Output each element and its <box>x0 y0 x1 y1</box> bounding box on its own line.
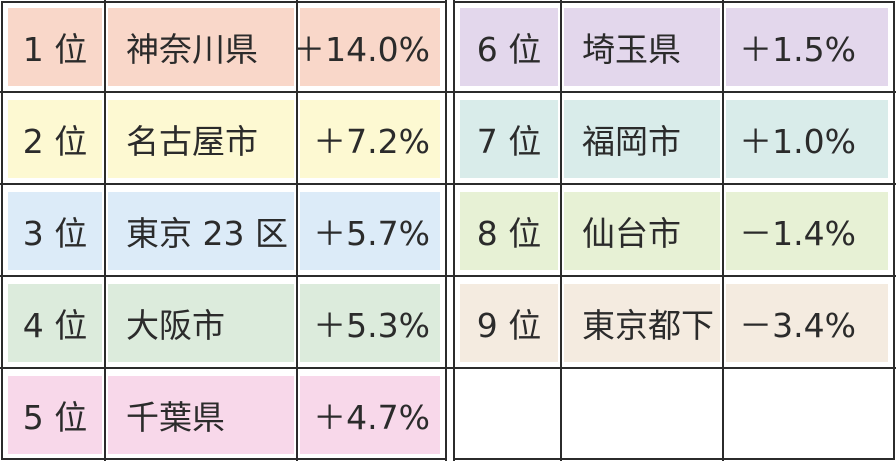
row-separator <box>0 183 896 185</box>
city-name-cell: 仙台市 <box>564 192 720 270</box>
change-cell: ＋7.2% <box>300 100 440 178</box>
change-cell: ＋1.0% <box>726 100 888 178</box>
column-separator <box>296 0 298 461</box>
rank-cell: 4 位 <box>8 284 102 362</box>
rank-cell: 9 位 <box>460 284 558 362</box>
rank-cell: 5 位 <box>8 376 102 454</box>
rank-cell: 2 位 <box>8 100 102 178</box>
city-name-cell: 東京都下 <box>564 284 720 362</box>
city-name-cell: 千葉県 <box>108 376 294 454</box>
change-cell: －3.4% <box>726 284 888 362</box>
change-cell: ＋1.5% <box>726 8 888 86</box>
change-cell: ＋4.7% <box>300 376 440 454</box>
row-separator <box>0 275 896 277</box>
rank-cell: 1 位 <box>8 8 102 86</box>
row-separator <box>0 367 896 369</box>
city-name-cell: 神奈川県 <box>108 8 294 86</box>
city-name-cell: 名古屋市 <box>108 100 294 178</box>
empty-cell <box>564 376 720 454</box>
column-separator <box>560 0 562 461</box>
change-cell: ＋14.0% <box>292 8 440 86</box>
empty-cell <box>460 376 558 454</box>
rank-cell: 3 位 <box>8 192 102 270</box>
row-separator <box>0 91 896 93</box>
rank-cell: 6 位 <box>460 8 558 86</box>
column-separator <box>104 0 106 461</box>
change-cell: ＋5.3% <box>300 284 440 362</box>
empty-cell <box>726 376 888 454</box>
table-center-divider <box>445 0 455 461</box>
column-separator <box>722 0 724 461</box>
city-name-cell: 東京 23 区 <box>108 192 294 270</box>
rank-cell: 8 位 <box>460 192 558 270</box>
change-cell: －1.4% <box>726 192 888 270</box>
city-name-cell: 福岡市 <box>564 100 720 178</box>
rank-cell: 7 位 <box>460 100 558 178</box>
city-name-cell: 埼玉県 <box>564 8 720 86</box>
change-cell: ＋5.7% <box>300 192 440 270</box>
city-name-cell: 大阪市 <box>108 284 294 362</box>
